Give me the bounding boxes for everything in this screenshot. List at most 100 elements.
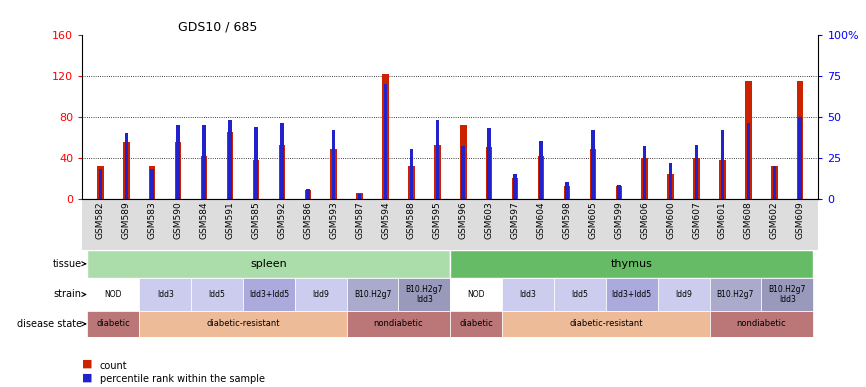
- Text: GSM599: GSM599: [614, 201, 624, 239]
- Bar: [346, 278, 398, 311]
- Bar: [761, 278, 813, 311]
- Text: GSM596: GSM596: [459, 201, 468, 239]
- Bar: [306, 189, 309, 199]
- Text: GSM604: GSM604: [537, 201, 546, 239]
- Bar: [279, 146, 285, 199]
- Bar: [436, 120, 439, 199]
- Bar: [280, 123, 284, 199]
- Text: GDS10 / 685: GDS10 / 685: [178, 21, 257, 34]
- Bar: [540, 141, 543, 199]
- Text: ldd9: ldd9: [313, 290, 329, 299]
- Text: GSM602: GSM602: [770, 201, 779, 239]
- Text: diabetic-resistant: diabetic-resistant: [206, 319, 280, 329]
- Bar: [99, 169, 102, 199]
- Text: GSM585: GSM585: [251, 201, 261, 239]
- Bar: [450, 311, 502, 337]
- Bar: [502, 311, 709, 337]
- Text: count: count: [100, 361, 127, 371]
- Bar: [538, 156, 544, 199]
- Text: B10.H2g7
ldd3: B10.H2g7 ldd3: [405, 285, 443, 304]
- Text: ldd9: ldd9: [675, 290, 692, 299]
- Bar: [87, 250, 450, 278]
- Bar: [191, 278, 243, 311]
- Bar: [798, 117, 802, 199]
- Bar: [486, 147, 493, 199]
- Text: ldd3+ldd5: ldd3+ldd5: [611, 290, 652, 299]
- Bar: [434, 146, 441, 199]
- Bar: [357, 194, 363, 199]
- Bar: [125, 133, 128, 199]
- Bar: [97, 166, 104, 199]
- Text: GSM584: GSM584: [199, 201, 209, 239]
- Text: B10.H2g7: B10.H2g7: [717, 290, 754, 299]
- Text: NOD: NOD: [468, 290, 485, 299]
- Bar: [694, 158, 700, 199]
- Text: GSM601: GSM601: [718, 201, 727, 239]
- Bar: [514, 174, 517, 199]
- Bar: [123, 142, 130, 199]
- Bar: [657, 278, 709, 311]
- Text: ■: ■: [82, 359, 93, 369]
- Text: GSM582: GSM582: [96, 201, 105, 239]
- Bar: [488, 128, 491, 199]
- Text: GSM600: GSM600: [666, 201, 675, 239]
- Bar: [398, 278, 450, 311]
- Text: tissue: tissue: [53, 259, 81, 269]
- Text: GSM598: GSM598: [562, 201, 572, 239]
- Bar: [617, 185, 621, 199]
- Text: B10.H2g7: B10.H2g7: [354, 290, 391, 299]
- Bar: [177, 125, 180, 199]
- Bar: [450, 250, 813, 278]
- Text: GSM591: GSM591: [225, 201, 235, 239]
- Text: GSM593: GSM593: [329, 201, 339, 239]
- Text: GSM597: GSM597: [511, 201, 520, 239]
- Text: diabetic: diabetic: [459, 319, 493, 329]
- Text: GSM603: GSM603: [485, 201, 494, 239]
- Bar: [746, 123, 750, 199]
- Text: GSM588: GSM588: [407, 201, 416, 239]
- Bar: [203, 125, 206, 199]
- Bar: [709, 311, 813, 337]
- Bar: [590, 149, 596, 199]
- Text: B10.H2g7
ldd3: B10.H2g7 ldd3: [769, 285, 806, 304]
- Text: ldd3: ldd3: [157, 290, 174, 299]
- Text: ■: ■: [82, 372, 93, 382]
- Bar: [695, 144, 698, 199]
- Bar: [450, 278, 502, 311]
- Bar: [669, 163, 672, 199]
- Bar: [331, 149, 337, 199]
- Text: ldd3+ldd5: ldd3+ldd5: [249, 290, 289, 299]
- Bar: [294, 278, 346, 311]
- Bar: [721, 130, 724, 199]
- Text: percentile rank within the sample: percentile rank within the sample: [100, 374, 265, 384]
- Bar: [151, 169, 154, 199]
- Bar: [668, 174, 674, 199]
- Bar: [410, 149, 413, 199]
- Bar: [564, 186, 570, 199]
- Bar: [616, 186, 622, 199]
- Bar: [643, 146, 647, 199]
- Bar: [745, 81, 752, 199]
- Bar: [175, 142, 181, 199]
- Text: GSM594: GSM594: [381, 201, 390, 239]
- Text: GSM590: GSM590: [174, 201, 183, 239]
- Text: GSM586: GSM586: [303, 201, 313, 239]
- Text: diabetic-resistant: diabetic-resistant: [569, 319, 643, 329]
- Bar: [227, 132, 233, 199]
- Bar: [149, 166, 156, 199]
- Bar: [460, 125, 467, 199]
- Text: nondiabetic: nondiabetic: [737, 319, 786, 329]
- Bar: [591, 130, 595, 199]
- Bar: [771, 166, 778, 199]
- Text: GSM587: GSM587: [355, 201, 364, 239]
- Text: GSM605: GSM605: [588, 201, 598, 239]
- Bar: [382, 74, 389, 199]
- Text: GSM608: GSM608: [744, 201, 753, 239]
- Text: strain: strain: [54, 289, 81, 300]
- Bar: [797, 81, 804, 199]
- Bar: [502, 278, 554, 311]
- Bar: [229, 120, 232, 199]
- Bar: [720, 160, 726, 199]
- Bar: [408, 166, 415, 199]
- Bar: [709, 278, 761, 311]
